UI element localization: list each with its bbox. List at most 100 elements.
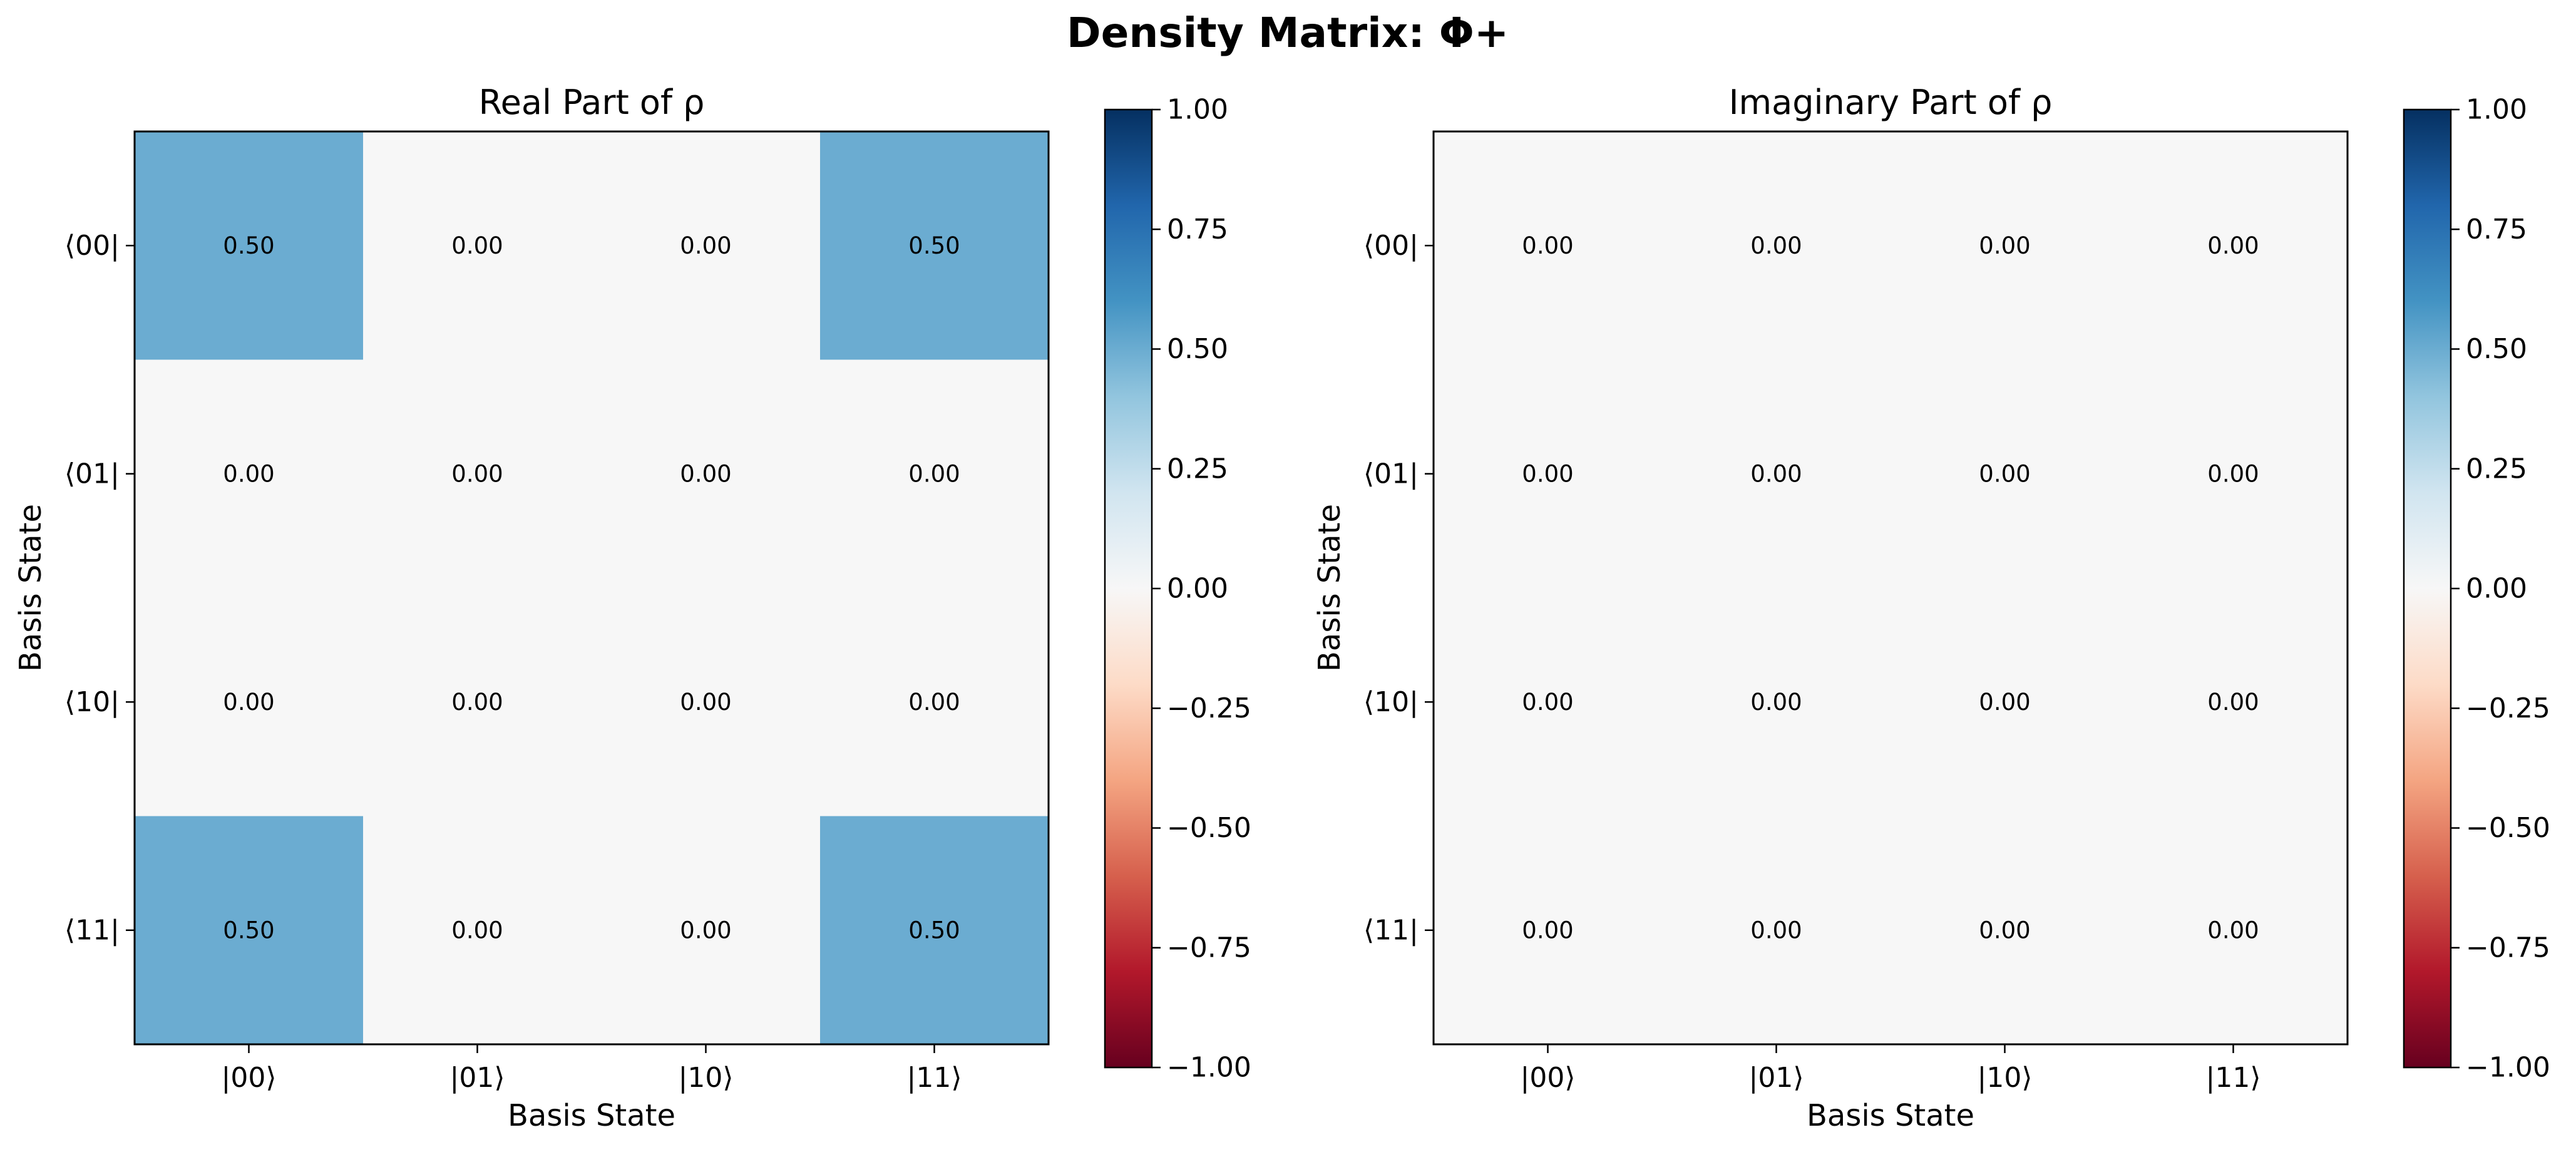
colorbar-tick-label: −0.75 bbox=[2466, 932, 2550, 964]
heatmap-cell bbox=[1662, 588, 1891, 816]
colorbar-tick-label: 0.50 bbox=[1167, 333, 1228, 365]
heatmap-cell bbox=[2119, 131, 2348, 360]
colorbar-tick-label: −0.50 bbox=[1167, 812, 1251, 844]
cell-value-label: 0.00 bbox=[451, 689, 503, 716]
cell-value-label: 0.00 bbox=[1979, 689, 2030, 716]
cell-value-label: 0.00 bbox=[1979, 917, 2030, 944]
cell-value-label: 0.00 bbox=[451, 460, 503, 487]
x-tick-label: |10⟩ bbox=[679, 1062, 734, 1094]
cell-value-label: 0.50 bbox=[223, 232, 274, 259]
heatmap-cell bbox=[1434, 588, 1663, 816]
colorbar-tick-label: −0.75 bbox=[1167, 932, 1251, 964]
colorbar-tick-label: 0.00 bbox=[1167, 573, 1228, 605]
heatmap-cell bbox=[363, 588, 592, 816]
colorbar-tick-label: 1.00 bbox=[1167, 94, 1228, 126]
heatmap-cell bbox=[592, 588, 821, 816]
colorbar-gradient bbox=[2404, 110, 2451, 1067]
colorbar-tick-label: −0.25 bbox=[2466, 692, 2550, 724]
cell-value-label: 0.00 bbox=[2207, 917, 2259, 944]
axes-frame bbox=[1432, 130, 2349, 1046]
heatmap-cell bbox=[592, 359, 821, 589]
cell-value-label: 0.00 bbox=[1522, 232, 1573, 259]
heatmap-cell bbox=[2119, 816, 2348, 1045]
heatmap-cell bbox=[135, 359, 364, 589]
heatmap-cell bbox=[363, 359, 592, 589]
heatmap-panel-imaginary: 0.00 0.00 0.00 0.00 0.00 0.00 0.00 0.00 0.00 0.00… bbox=[1312, 83, 2550, 1133]
heatmap-cell bbox=[820, 816, 1049, 1045]
colorbar-tick-label: 0.50 bbox=[2466, 333, 2527, 365]
heatmap-cells bbox=[135, 131, 1049, 1045]
cell-value-label: 0.00 bbox=[680, 917, 731, 944]
cell-value-label: 0.00 bbox=[1522, 460, 1573, 487]
colorbar-tick-label: 0.00 bbox=[2466, 573, 2527, 605]
y-tick-label: ⟨10| bbox=[1363, 686, 1419, 718]
cell-value-label: 0.00 bbox=[2207, 460, 2259, 487]
heatmap-cell bbox=[1891, 588, 2120, 816]
x-tick-label: |11⟩ bbox=[907, 1062, 962, 1094]
cell-value-label: 0.00 bbox=[223, 460, 274, 487]
heatmap-cell bbox=[820, 359, 1049, 589]
panel-title: Imaginary Part of ρ bbox=[1729, 83, 2053, 122]
heatmap-cell bbox=[135, 588, 364, 816]
colorbar-tick-label: 0.75 bbox=[2466, 213, 2527, 245]
heatmap-panel-real: 0.50 0.00 0.00 0.50 0.00 0.00 0.00 0.00 0.00 0.00… bbox=[13, 83, 1251, 1133]
cell-value-label: 0.00 bbox=[1750, 232, 1802, 259]
heatmap-cell bbox=[592, 131, 821, 360]
heatmap-cell bbox=[1891, 359, 2120, 589]
cell-value-label: 0.50 bbox=[223, 917, 274, 944]
x-tick-label: |00⟩ bbox=[222, 1062, 277, 1094]
y-tick-label: ⟨01| bbox=[1363, 458, 1419, 490]
cell-value-label: 0.00 bbox=[680, 232, 731, 259]
cell-value-label: 0.00 bbox=[1750, 917, 1802, 944]
cell-value-label: 0.00 bbox=[451, 917, 503, 944]
heatmap-cell bbox=[363, 816, 592, 1045]
cell-value-label: 0.00 bbox=[2207, 232, 2259, 259]
y-tick-label: ⟨11| bbox=[1363, 914, 1419, 946]
heatmap-cell bbox=[363, 131, 592, 360]
cell-value-label: 0.00 bbox=[1750, 460, 1802, 487]
cell-value-label: 0.00 bbox=[1522, 917, 1573, 944]
x-tick-label: |11⟩ bbox=[2206, 1062, 2261, 1094]
cell-value-label: 0.00 bbox=[680, 689, 731, 716]
heatmap-cell bbox=[2119, 588, 2348, 816]
cell-labels: 0.50 0.00 0.00 0.50 0.00 0.00 0.00 0.00 0.00 0.00… bbox=[223, 232, 960, 944]
heatmap-cells bbox=[1434, 131, 2348, 1045]
heatmap-cell bbox=[135, 131, 364, 360]
heatmap-cell bbox=[820, 588, 1049, 816]
cell-value-label: 0.50 bbox=[908, 232, 960, 259]
figure-title: Density Matrix: Φ+ bbox=[1067, 9, 1509, 57]
cell-value-label: 0.00 bbox=[1979, 232, 2030, 259]
x-axis-label: Basis State bbox=[508, 1098, 675, 1133]
colorbar-tick-label: 0.25 bbox=[1167, 453, 1228, 485]
heatmap-cell bbox=[1662, 359, 1891, 589]
cell-labels: 0.00 0.00 0.00 0.00 0.00 0.00 0.00 0.00 0.00 0.00… bbox=[1522, 232, 2259, 944]
panel-title: Real Part of ρ bbox=[479, 83, 705, 122]
heatmap-cell bbox=[592, 816, 821, 1045]
colorbar: 1.00 0.75 0.50 0.25 0.00 −0.25 −0.50 −0.75 −1.00 bbox=[2403, 94, 2550, 1084]
heatmap-cell bbox=[2119, 359, 2348, 589]
colorbar-tick-label: −0.25 bbox=[1167, 692, 1251, 724]
heatmap-cell bbox=[820, 131, 1049, 360]
x-tick-label: |00⟩ bbox=[1521, 1062, 1576, 1094]
heatmap-cell bbox=[1891, 131, 2120, 360]
heatmap-cell bbox=[1434, 816, 1663, 1045]
cell-value-label: 0.00 bbox=[1979, 460, 2030, 487]
cell-value-label: 0.00 bbox=[1522, 689, 1573, 716]
y-axis-label: Basis State bbox=[13, 504, 48, 672]
cell-value-label: 0.50 bbox=[908, 917, 960, 944]
colorbar: 1.00 0.75 0.50 0.25 0.00 −0.25 −0.50 −0.75 −1.00 bbox=[1104, 94, 1251, 1084]
cell-value-label: 0.00 bbox=[908, 460, 960, 487]
x-tick-label: |01⟩ bbox=[450, 1062, 505, 1094]
colorbar-tick-label: 1.00 bbox=[2466, 94, 2527, 126]
y-tick-label: ⟨10| bbox=[64, 686, 120, 718]
heatmap-cell bbox=[1891, 816, 2120, 1045]
y-tick-label: ⟨00| bbox=[64, 230, 120, 262]
heatmap-cell bbox=[135, 816, 364, 1045]
x-axis-label: Basis State bbox=[1807, 1098, 1974, 1133]
cell-value-label: 0.00 bbox=[680, 460, 731, 487]
axes-frame bbox=[133, 130, 1050, 1046]
cell-value-label: 0.00 bbox=[451, 232, 503, 259]
heatmap-cell bbox=[1662, 816, 1891, 1045]
y-tick-label: ⟨00| bbox=[1363, 230, 1419, 262]
y-tick-label: ⟨01| bbox=[64, 458, 120, 490]
